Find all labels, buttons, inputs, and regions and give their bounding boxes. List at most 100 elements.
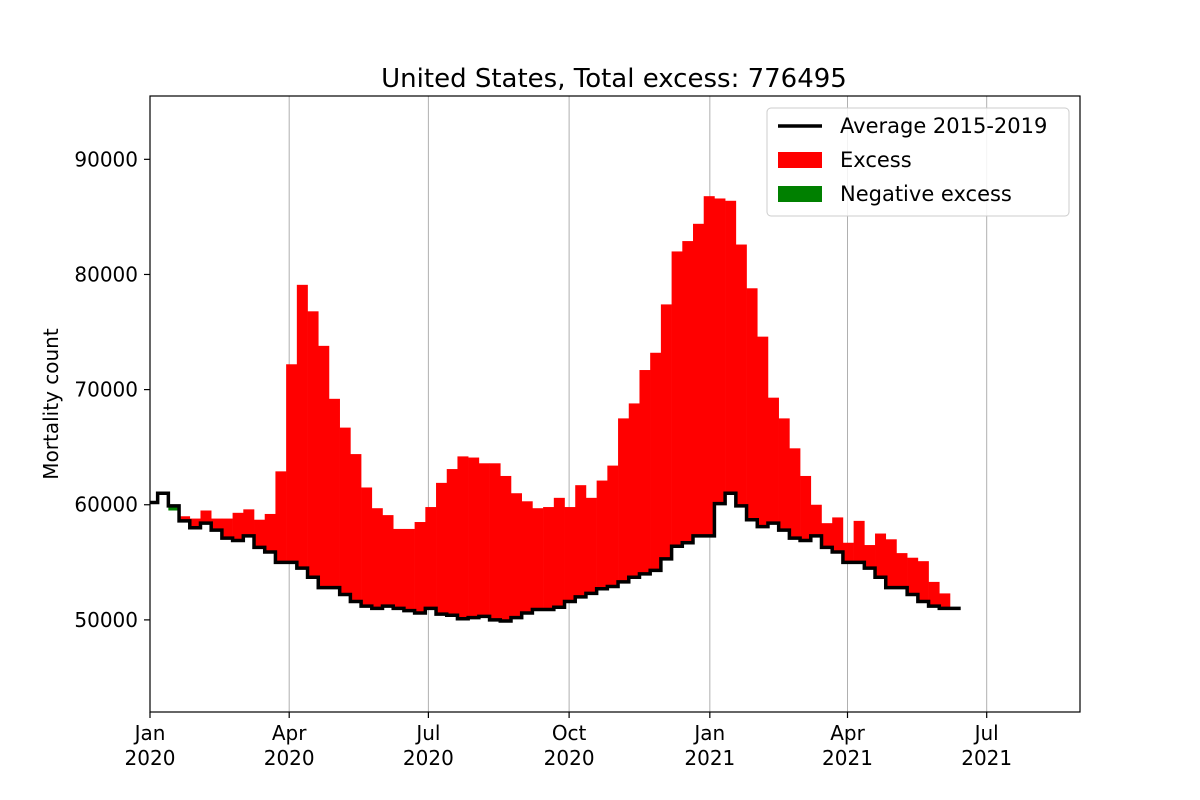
x-tick-year-1: 2020 bbox=[264, 746, 315, 770]
x-tick-month-5: Apr bbox=[830, 721, 865, 745]
excess-bar bbox=[500, 475, 512, 622]
excess-bar bbox=[639, 370, 651, 574]
excess-bar bbox=[757, 336, 769, 527]
excess-bar bbox=[328, 398, 340, 588]
excess-bar bbox=[436, 482, 448, 615]
y-axis-label: Mortality count bbox=[39, 328, 63, 480]
excess-bar bbox=[264, 513, 276, 552]
excess-bar bbox=[414, 522, 426, 613]
excess-bar bbox=[296, 284, 308, 569]
excess-bar bbox=[221, 518, 233, 539]
excess-bar bbox=[553, 497, 565, 608]
legend-label-2: Negative excess bbox=[840, 182, 1012, 206]
excess-bar bbox=[189, 518, 201, 528]
excess-bar bbox=[628, 403, 640, 578]
excess-bar bbox=[232, 512, 244, 541]
excess-bar bbox=[478, 463, 490, 617]
excess-bar bbox=[703, 196, 715, 536]
excess-bar bbox=[339, 427, 351, 595]
excess-bar bbox=[307, 311, 319, 578]
excess-bar bbox=[896, 553, 908, 588]
x-tick-month-3: Oct bbox=[552, 721, 587, 745]
y-tick-label-0: 50000 bbox=[74, 608, 138, 632]
legend-box bbox=[766, 107, 1070, 217]
plot-frame bbox=[149, 95, 1081, 713]
x-tick-year-4: 2021 bbox=[684, 746, 735, 770]
excess-bar bbox=[650, 352, 662, 571]
legend-label-1: Excess bbox=[840, 148, 912, 172]
excess-bar bbox=[585, 497, 597, 594]
excess-bar bbox=[371, 508, 383, 609]
excess-bar bbox=[350, 454, 362, 602]
excess-bar bbox=[885, 539, 897, 588]
excess-bar bbox=[853, 520, 865, 563]
x-tick-month-1: Apr bbox=[272, 721, 307, 745]
excess-bar bbox=[243, 509, 255, 536]
excess-bar bbox=[939, 593, 951, 609]
y-tick-label-4: 90000 bbox=[74, 147, 138, 171]
y-tick-label-3: 80000 bbox=[74, 262, 138, 286]
bars-layer bbox=[168, 196, 951, 622]
average-line-layer bbox=[150, 491, 961, 623]
legend-swatch-1 bbox=[778, 152, 822, 168]
excess-bar bbox=[693, 223, 705, 536]
x-tick-month-0: Jan bbox=[133, 721, 166, 745]
excess-bar bbox=[789, 448, 801, 539]
excess-bar bbox=[725, 200, 737, 494]
y-tick-label-2: 70000 bbox=[74, 378, 138, 402]
excess-bar bbox=[682, 241, 694, 543]
excess-bar bbox=[200, 510, 212, 524]
legend: Average 2015-2019 Excess Negative excess bbox=[766, 107, 1070, 217]
excess-bar bbox=[714, 198, 726, 504]
y-tick-label-1: 60000 bbox=[74, 493, 138, 517]
x-tick-month-2: Jul bbox=[414, 721, 440, 745]
excess-bar bbox=[618, 418, 630, 582]
excess-bar bbox=[382, 515, 394, 607]
excess-bar bbox=[607, 465, 619, 587]
x-ticks: Jan2020Apr2020Jul2020Oct2020Jan2021Apr20… bbox=[125, 712, 1012, 770]
excess-bar bbox=[800, 475, 812, 541]
excess-bar bbox=[179, 516, 191, 521]
excess-bar bbox=[671, 251, 683, 547]
excess-bar bbox=[875, 533, 887, 578]
legend-label-0: Average 2015-2019 bbox=[840, 114, 1047, 138]
excess-bar bbox=[510, 493, 522, 618]
excess-bar bbox=[532, 508, 544, 610]
chart-title: United States, Total excess: 776495 bbox=[381, 64, 847, 94]
x-tick-month-4: Jan bbox=[692, 721, 725, 745]
excess-bar bbox=[254, 519, 266, 548]
excess-bar bbox=[468, 457, 480, 618]
excess-bar bbox=[575, 485, 587, 597]
x-tick-year-3: 2020 bbox=[544, 746, 595, 770]
average-line bbox=[150, 491, 961, 623]
excess-bar bbox=[446, 469, 458, 616]
negative-excess-bar bbox=[168, 505, 180, 511]
excess-bar bbox=[907, 557, 919, 595]
excess-bar bbox=[928, 581, 940, 607]
x-tick-year-6: 2021 bbox=[961, 746, 1012, 770]
x-tick-year-0: 2020 bbox=[125, 746, 176, 770]
excess-bar bbox=[286, 364, 298, 563]
excess-bar bbox=[917, 561, 929, 602]
excess-bar bbox=[393, 528, 405, 609]
excess-bar bbox=[810, 504, 822, 536]
excess-bar bbox=[842, 542, 854, 563]
excess-bar bbox=[318, 345, 330, 588]
excess-bar bbox=[521, 501, 533, 613]
excess-bar bbox=[660, 304, 672, 559]
excess-bar bbox=[767, 397, 779, 524]
excess-bar bbox=[864, 545, 876, 569]
excess-bar bbox=[489, 463, 501, 620]
excess-bar bbox=[821, 523, 833, 548]
excess-bar bbox=[275, 471, 287, 563]
excess-bar bbox=[832, 517, 844, 552]
excess-bar bbox=[735, 244, 747, 506]
x-tick-year-2: 2020 bbox=[403, 746, 454, 770]
excess-bar bbox=[403, 528, 415, 611]
excess-bar bbox=[564, 507, 576, 602]
excess-bar bbox=[361, 487, 373, 607]
x-tick-month-6: Jul bbox=[973, 721, 999, 745]
excess-bar bbox=[596, 480, 608, 589]
